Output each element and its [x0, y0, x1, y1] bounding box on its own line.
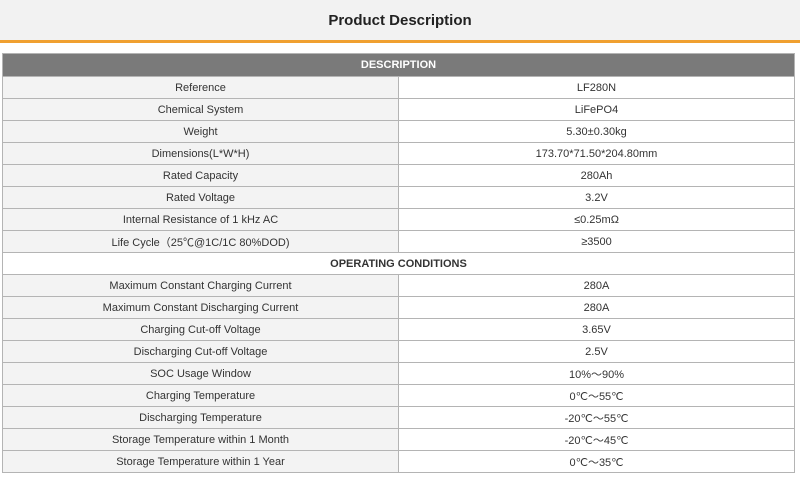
page-title: Product Description: [0, 0, 800, 43]
table-row: Discharging Cut-off Voltage 2.5V: [2, 340, 795, 363]
operating-conditions-header: OPERATING CONDITIONS: [2, 252, 795, 275]
table-row: Charging Temperature 0℃～55℃: [2, 384, 795, 407]
param-cell: Storage Temperature within 1 Month: [2, 428, 399, 451]
value-cell: 0℃～55℃: [398, 384, 795, 407]
spec-table: DESCRIPTION Reference LF280N Chemical Syst…: [2, 53, 795, 473]
param-cell: Discharging Temperature: [2, 406, 399, 429]
value-cell: LF280N: [398, 76, 795, 99]
table-row: Discharging Temperature -20℃～55℃: [2, 406, 795, 429]
value-cell: -20℃～55℃: [398, 406, 795, 429]
operating-header-row: OPERATING CONDITIONS: [2, 252, 795, 275]
param-cell: Rated Voltage: [2, 186, 399, 209]
value-cell: 280A: [398, 274, 795, 297]
table-row: Maximum Constant Discharging Current 280A: [2, 296, 795, 319]
value-cell: ≤0.25mΩ: [398, 208, 795, 231]
param-cell: Reference: [2, 76, 399, 99]
table-row: SOC Usage Window 10%～90%: [2, 362, 795, 385]
param-cell: Charging Cut-off Voltage: [2, 318, 399, 341]
table-row: Chemical System LiFePO4: [2, 98, 795, 121]
value-cell: 5.30±0.30kg: [398, 120, 795, 143]
param-cell: Maximum Constant Discharging Current: [2, 296, 399, 319]
table-row: Dimensions(L*W*H) 173.70*71.50*204.80mm: [2, 142, 795, 165]
table-row: Rated Capacity 280Ah: [2, 164, 795, 187]
param-cell: Internal Resistance of 1 kHz AC: [2, 208, 399, 231]
param-cell: Chemical System: [2, 98, 399, 121]
table-row: Charging Cut-off Voltage 3.65V: [2, 318, 795, 341]
table-row: Maximum Constant Charging Current 280A: [2, 274, 795, 297]
table-row: Life Cycle（25℃@1C/1C 80%DOD) ≥3500: [2, 230, 795, 253]
param-cell: SOC Usage Window: [2, 362, 399, 385]
value-cell: ≥3500: [398, 230, 795, 253]
value-cell: 280Ah: [398, 164, 795, 187]
operating-header-section: OPERATING CONDITIONS: [2, 252, 795, 275]
table-header-row: DESCRIPTION: [2, 53, 795, 77]
param-cell: Discharging Cut-off Voltage: [2, 340, 399, 363]
value-cell: 173.70*71.50*204.80mm: [398, 142, 795, 165]
param-cell: Charging Temperature: [2, 384, 399, 407]
value-cell: 2.5V: [398, 340, 795, 363]
param-cell: Maximum Constant Charging Current: [2, 274, 399, 297]
description-section: Reference LF280N Chemical System LiFePO4 Wei…: [2, 76, 795, 253]
value-cell: -20℃～45℃: [398, 428, 795, 451]
value-cell: 3.65V: [398, 318, 795, 341]
param-cell: Weight: [2, 120, 399, 143]
param-cell: Life Cycle（25℃@1C/1C 80%DOD): [2, 230, 399, 253]
value-cell: LiFePO4: [398, 98, 795, 121]
param-cell: Rated Capacity: [2, 164, 399, 187]
value-cell: 0℃～35℃: [398, 450, 795, 473]
table-row: Rated Voltage 3.2V: [2, 186, 795, 209]
table-row: Storage Temperature within 1 Year 0℃～35℃: [2, 450, 795, 473]
table-row: Reference LF280N: [2, 76, 795, 99]
value-cell: 3.2V: [398, 186, 795, 209]
value-cell: 10%～90%: [398, 362, 795, 385]
param-cell: Storage Temperature within 1 Year: [2, 450, 399, 473]
value-cell: 280A: [398, 296, 795, 319]
param-cell: Dimensions(L*W*H): [2, 142, 399, 165]
operating-section: Maximum Constant Charging Current 280A Max…: [2, 274, 795, 473]
description-header: DESCRIPTION: [2, 53, 795, 77]
table-row: Weight 5.30±0.30kg: [2, 120, 795, 143]
table-row: Internal Resistance of 1 kHz AC ≤0.25mΩ: [2, 208, 795, 231]
table-row: Storage Temperature within 1 Month -20℃～4…: [2, 428, 795, 451]
